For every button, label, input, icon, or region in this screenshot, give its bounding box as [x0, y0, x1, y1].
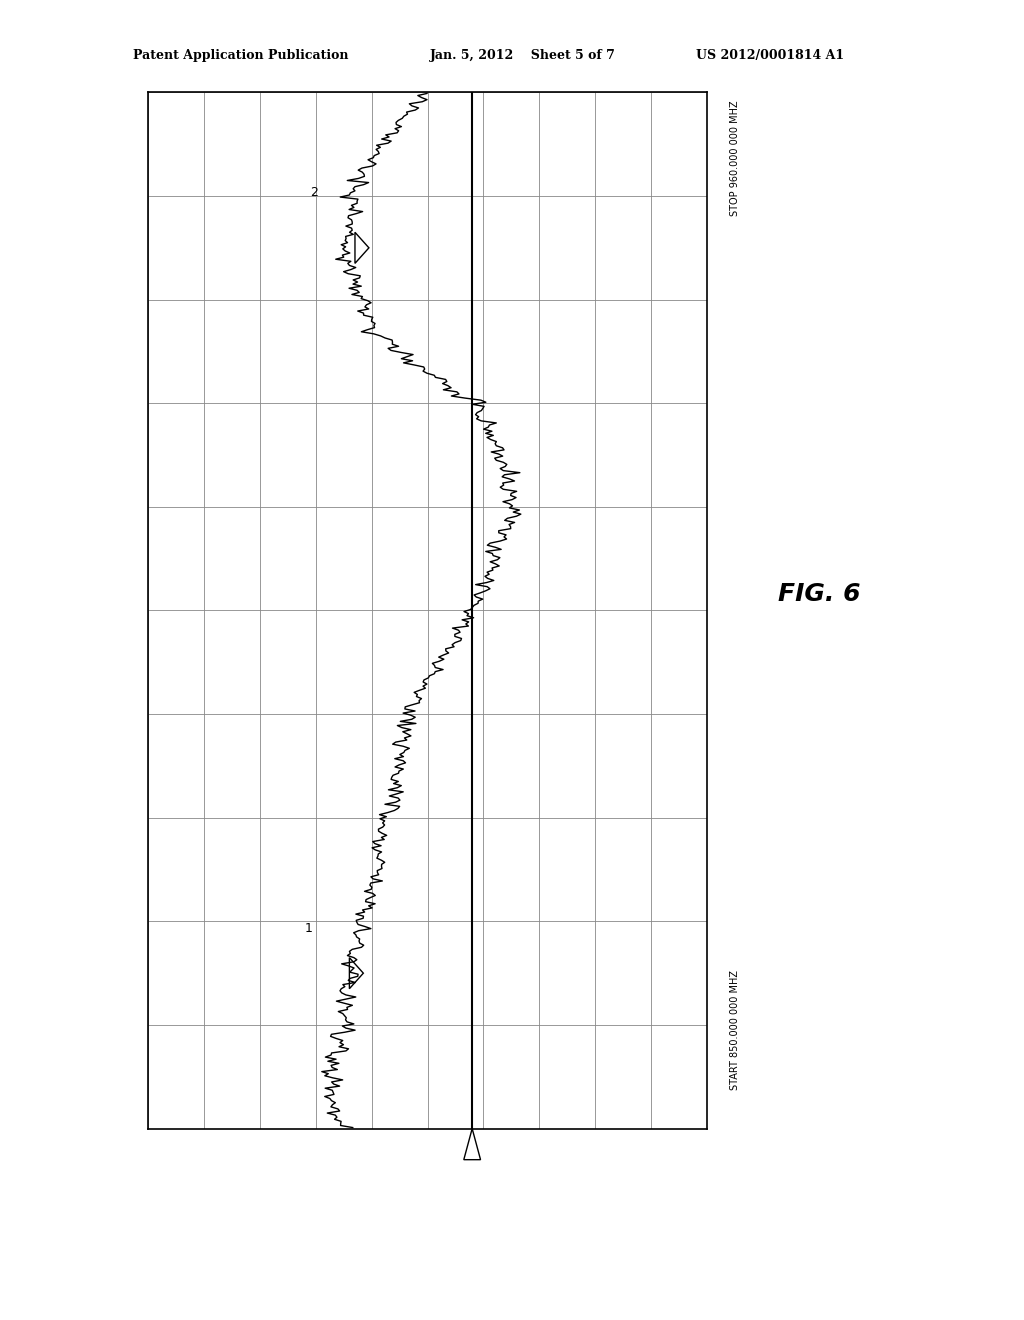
Text: 2: 2	[310, 186, 318, 199]
Text: STOP 960.000 000 MHZ: STOP 960.000 000 MHZ	[730, 100, 740, 216]
Text: FIG. 6: FIG. 6	[778, 582, 860, 606]
Text: START 850.000 000 MHZ: START 850.000 000 MHZ	[730, 970, 740, 1089]
Text: 1: 1	[305, 921, 312, 935]
Text: Patent Application Publication: Patent Application Publication	[133, 49, 348, 62]
Text: Jan. 5, 2012    Sheet 5 of 7: Jan. 5, 2012 Sheet 5 of 7	[430, 49, 616, 62]
Text: US 2012/0001814 A1: US 2012/0001814 A1	[696, 49, 845, 62]
